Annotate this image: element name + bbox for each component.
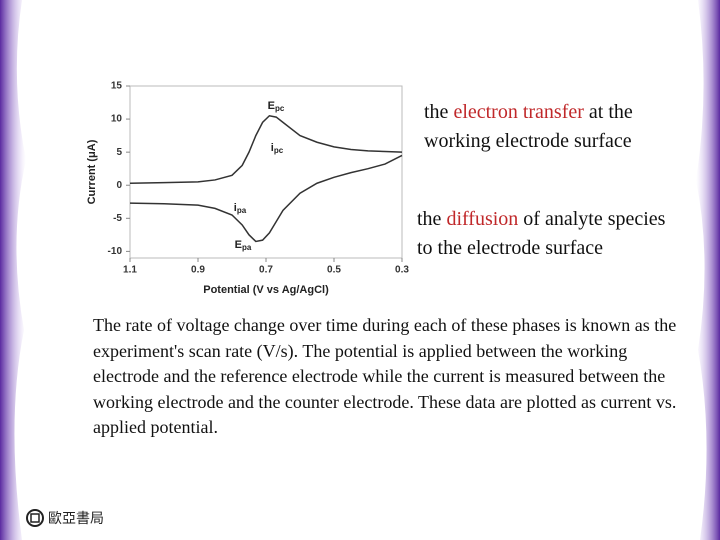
note: the diffusion of analyte species to the … <box>417 205 665 263</box>
note-text: of analyte species <box>518 208 666 230</box>
y-tick-label: 5 <box>116 147 122 158</box>
note-highlight: diffusion <box>446 208 519 230</box>
logo-text: 歐亞書局 <box>48 511 104 527</box>
right-swirl <box>696 0 720 540</box>
y-tick-label: 10 <box>111 114 123 125</box>
annotation-sub: pc <box>274 146 284 155</box>
annotation-sub: pa <box>237 206 247 215</box>
note-highlight: electron transfer <box>453 101 584 123</box>
annotation-main: i <box>271 142 274 154</box>
annotation-sub: pa <box>242 243 252 252</box>
y-tick-label: 15 <box>111 81 123 92</box>
cv-curve <box>129 114 403 184</box>
x-tick-label: 1.1 <box>123 265 137 276</box>
x-tick-label: 0.5 <box>327 265 341 276</box>
x-axis-label: Potential (V vs Ag/AgCl) <box>203 284 329 296</box>
y-tick-label: 0 <box>116 180 122 191</box>
left-swirl <box>0 0 26 540</box>
y-tick-label: -5 <box>113 213 122 224</box>
logo-icon <box>26 509 44 527</box>
paragraph: The rate of voltage change over time dur… <box>93 315 677 438</box>
note: the electron transfer at the working ele… <box>424 98 633 156</box>
x-tick-label: 0.7 <box>259 265 273 276</box>
note-text: at the <box>583 101 633 123</box>
annotation-main: E <box>268 100 275 112</box>
x-tick-label: 0.3 <box>395 265 409 276</box>
annotation: Epa <box>235 239 252 252</box>
annotation: Epc <box>268 100 285 113</box>
note-text: the <box>417 208 447 230</box>
note-text: to the electrode surface <box>417 237 604 259</box>
note-text: working electrode surface <box>424 130 632 152</box>
cv-curve <box>129 154 403 243</box>
annotation: ipc <box>271 142 284 155</box>
annotation-main: E <box>235 239 242 251</box>
annotation-main: i <box>234 202 237 214</box>
annotation: ipa <box>234 202 247 215</box>
annotation-sub: pc <box>275 104 285 113</box>
note-text: the <box>424 101 454 123</box>
plot-frame <box>129 85 403 259</box>
y-tick-label: -10 <box>108 246 123 257</box>
y-axis-label: Current (μA) <box>86 139 98 204</box>
x-tick-label: 0.9 <box>191 265 205 276</box>
